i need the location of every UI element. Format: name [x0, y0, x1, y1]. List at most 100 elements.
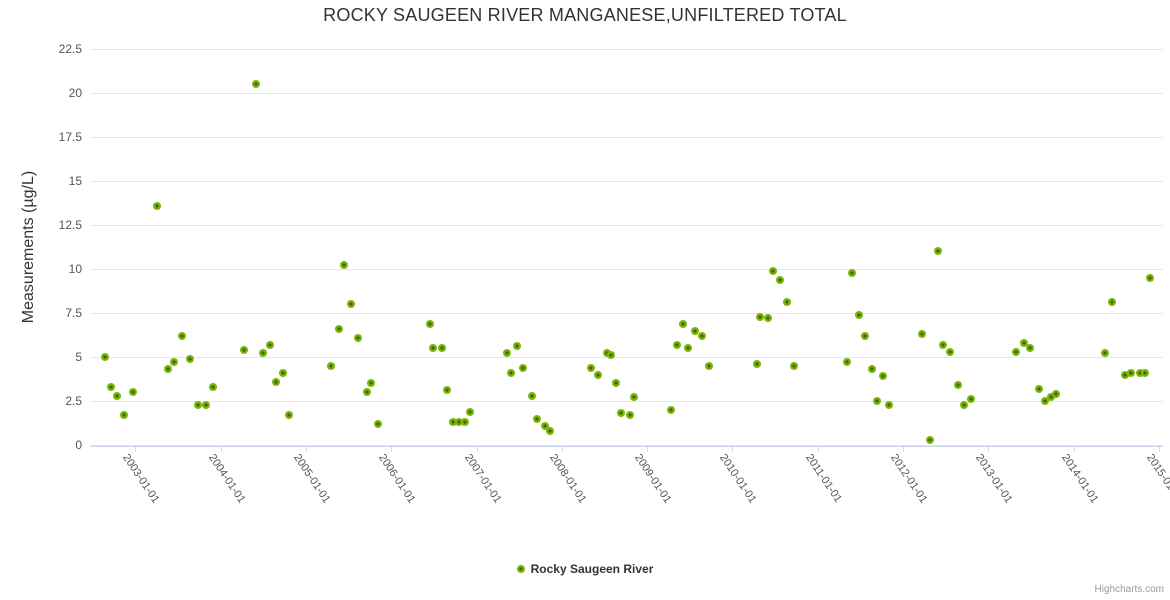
data-point[interactable] — [363, 388, 372, 397]
data-point[interactable] — [513, 342, 522, 351]
data-point[interactable] — [278, 368, 287, 377]
data-point[interactable] — [630, 393, 639, 402]
data-point[interactable] — [868, 365, 877, 374]
data-point[interactable] — [1126, 368, 1135, 377]
data-point[interactable] — [678, 319, 687, 328]
data-point[interactable] — [284, 411, 293, 420]
data-point[interactable] — [163, 365, 172, 374]
data-point[interactable] — [672, 340, 681, 349]
data-point[interactable] — [1041, 397, 1050, 405]
data-point[interactable] — [879, 372, 888, 381]
data-point[interactable] — [194, 400, 203, 409]
data-point[interactable] — [917, 330, 926, 339]
data-point[interactable] — [533, 414, 542, 423]
data-point[interactable] — [428, 344, 437, 353]
data-point[interactable] — [120, 411, 129, 420]
data-point[interactable] — [169, 358, 178, 367]
data-point[interactable] — [885, 400, 894, 409]
data-point[interactable] — [266, 340, 275, 349]
data-point[interactable] — [461, 418, 470, 427]
data-point[interactable] — [455, 418, 464, 427]
data-point[interactable] — [353, 333, 362, 342]
data-point[interactable] — [465, 407, 474, 416]
data-point[interactable] — [842, 358, 851, 367]
data-point[interactable] — [705, 361, 714, 370]
data-point[interactable] — [507, 368, 516, 377]
data-point[interactable] — [1035, 384, 1044, 393]
data-point[interactable] — [586, 363, 595, 372]
data-point[interactable] — [178, 331, 187, 340]
data-point[interactable] — [425, 319, 434, 328]
data-point[interactable] — [769, 266, 778, 275]
data-point[interactable] — [697, 331, 706, 340]
data-point[interactable] — [519, 363, 528, 372]
data-point[interactable] — [960, 400, 969, 409]
data-point[interactable] — [540, 421, 549, 430]
x-axis-tick — [903, 447, 904, 452]
data-point[interactable] — [873, 397, 882, 405]
data-point[interactable] — [259, 349, 268, 358]
data-point[interactable] — [437, 344, 446, 353]
data-point[interactable] — [616, 409, 625, 418]
data-point[interactable] — [347, 300, 356, 309]
data-point[interactable] — [373, 419, 382, 428]
data-point[interactable] — [611, 379, 620, 388]
data-point[interactable] — [1141, 368, 1150, 377]
data-point[interactable] — [106, 382, 115, 391]
data-point[interactable] — [789, 361, 798, 370]
data-point[interactable] — [860, 331, 869, 340]
data-point[interactable] — [1026, 344, 1035, 353]
data-point[interactable] — [153, 201, 162, 210]
data-point[interactable] — [690, 326, 699, 335]
data-point[interactable] — [448, 418, 457, 427]
data-point[interactable] — [1011, 347, 1020, 356]
data-point[interactable] — [926, 435, 935, 444]
data-point[interactable] — [954, 381, 963, 390]
data-point[interactable] — [1120, 370, 1129, 379]
data-point[interactable] — [593, 370, 602, 379]
data-point[interactable] — [327, 361, 336, 370]
data-point[interactable] — [100, 353, 109, 361]
data-point[interactable] — [208, 382, 217, 391]
data-point[interactable] — [933, 247, 942, 256]
legend-item-rocky-saugeen-river[interactable]: Rocky Saugeen River — [516, 562, 653, 576]
data-point[interactable] — [753, 360, 762, 369]
x-axis-tick — [220, 447, 222, 452]
data-point[interactable] — [847, 268, 856, 277]
data-point[interactable] — [967, 395, 976, 404]
data-point[interactable] — [945, 347, 954, 356]
data-point[interactable] — [776, 275, 785, 284]
data-point[interactable] — [113, 391, 122, 400]
data-point[interactable] — [1107, 298, 1116, 307]
data-point[interactable] — [1051, 389, 1060, 398]
data-point[interactable] — [527, 391, 536, 400]
data-point[interactable] — [855, 310, 864, 319]
data-point[interactable] — [545, 426, 554, 435]
data-point[interactable] — [755, 312, 764, 321]
data-point[interactable] — [202, 400, 211, 409]
data-point[interactable] — [185, 354, 194, 363]
data-point[interactable] — [340, 261, 349, 270]
data-point[interactable] — [239, 345, 248, 354]
data-point[interactable] — [603, 349, 611, 358]
data-point[interactable] — [272, 377, 281, 386]
data-point[interactable] — [252, 80, 261, 89]
highcharts-credits-link[interactable]: Highcharts.com — [1094, 584, 1164, 595]
data-point[interactable] — [1020, 338, 1029, 347]
data-point[interactable] — [1101, 349, 1110, 358]
data-point[interactable] — [1136, 368, 1145, 377]
data-point[interactable] — [335, 324, 344, 333]
data-point[interactable] — [128, 388, 137, 397]
data-point[interactable] — [666, 405, 675, 414]
data-point[interactable] — [366, 379, 375, 388]
data-point[interactable] — [764, 314, 773, 323]
data-point[interactable] — [782, 298, 791, 307]
data-point[interactable] — [1145, 273, 1154, 282]
data-point[interactable] — [684, 344, 693, 353]
data-point[interactable] — [626, 411, 635, 420]
data-point[interactable] — [939, 340, 948, 349]
data-point[interactable] — [1046, 393, 1055, 402]
data-point[interactable] — [443, 386, 452, 395]
data-point[interactable] — [607, 351, 616, 360]
data-point[interactable] — [503, 349, 512, 358]
